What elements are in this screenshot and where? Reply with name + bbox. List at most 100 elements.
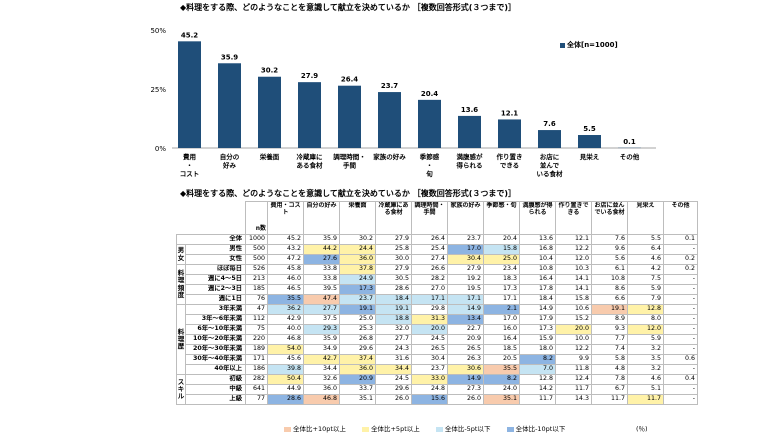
bar — [338, 85, 361, 148]
table-cell: 7.7 — [591, 334, 628, 345]
table-cell: 0.6 — [663, 354, 698, 365]
category-label: 栄養面 — [259, 152, 280, 161]
n-count: 1000 — [245, 234, 268, 245]
table-cell: - — [663, 294, 698, 305]
table-cell: 2.1 — [483, 304, 520, 315]
category-label: いる食材 — [537, 169, 564, 178]
table-row: 30年～40年未満 171 45.6 42.7 37.4 31.6 30.4 26.3 20.5… — [177, 354, 698, 365]
table-title: ◆料理をする際、どのようなことを意識して献立を決めているか ［複数回答形式(３つ… — [180, 189, 517, 198]
table-cell: 24.4 — [339, 244, 376, 255]
table-cell: 7.9 — [627, 294, 664, 305]
table-cell: 44.2 — [303, 244, 340, 255]
row-label: 男性 — [185, 244, 246, 255]
legend-label: 全体[n=1000] — [567, 41, 618, 49]
table-cell: 29.6 — [339, 344, 376, 355]
table-cell: 35.5 — [483, 364, 520, 375]
category-label: 調理時間・ — [333, 152, 366, 161]
table-cell: 18.4 — [519, 294, 556, 305]
table-cell: 27.9 — [375, 234, 412, 245]
table-cell: 42.9 — [267, 314, 304, 325]
table-cell: 25.4 — [411, 244, 448, 255]
table-cell: 20.9 — [447, 334, 484, 345]
table-cell: 45.6 — [267, 354, 304, 365]
data-label: 35.9 — [221, 53, 238, 61]
table-cell: 11.8 — [555, 364, 592, 375]
table-cell: 25.0 — [483, 254, 520, 265]
table-cell: 23.7 — [411, 364, 448, 375]
bar — [538, 130, 561, 148]
table-cell: 3.2 — [627, 364, 664, 375]
table-cell: - — [663, 334, 698, 345]
table-cell: 50.4 — [267, 374, 304, 385]
row-label: ほぼ毎日 — [185, 264, 246, 275]
table-cell: 33.8 — [303, 274, 340, 285]
table-cell: 4.6 — [627, 254, 664, 265]
table-header-row: n数 費用・コスト 自分の好み 栄養面 冷蔵庫にある食材 調理時間・手間 家族の好み 季節感・… — [177, 201, 698, 235]
table-cell: 26.8 — [339, 334, 376, 345]
table-row: 20年～30年未満 189 54.0 34.9 29.6 24.3 26.5 26.5 18.5… — [177, 344, 698, 355]
table-cell: 30.2 — [339, 234, 376, 245]
category-label: できる — [500, 161, 519, 170]
category-label: ・ — [186, 162, 193, 170]
table-cell: 11.7 — [591, 394, 628, 405]
table-cell: - — [663, 304, 698, 315]
row-label: 20年～30年未満 — [185, 344, 246, 355]
table-row: 3年～6年未満 112 42.9 37.5 25.0 18.8 31.3 13.4 17.0 17… — [177, 314, 698, 325]
table-cell: 20.0 — [411, 324, 448, 335]
row-label: 30年～40年未満 — [185, 354, 246, 365]
table-cell: 0.4 — [663, 374, 698, 385]
table-cell: 7.5 — [627, 274, 664, 285]
table-cell: 27.7 — [303, 304, 340, 315]
table-cell: 31.6 — [375, 354, 412, 365]
unit-note: (％) — [636, 425, 648, 433]
table-cell: 25.3 — [339, 324, 376, 335]
bar — [258, 76, 281, 148]
table-cell: - — [663, 344, 698, 355]
table-cell: 30.0 — [375, 254, 412, 265]
table-cell: 28.6 — [267, 394, 304, 405]
data-label: 20.4 — [421, 90, 438, 98]
table-cell: 35.1 — [483, 394, 520, 405]
table-cell: 12.8 — [627, 304, 664, 315]
row-label: 10年～20年未満 — [185, 334, 246, 345]
table-cell: 30.4 — [411, 354, 448, 365]
table-cell: 0.2 — [663, 264, 698, 275]
table-cell: 12.2 — [555, 244, 592, 255]
table-cell: 8.2 — [519, 354, 556, 365]
table-cell: 19.1 — [375, 304, 412, 315]
data-label: 30.2 — [261, 67, 278, 75]
table-cell: 17.8 — [519, 284, 556, 295]
table-cell: 7.0 — [519, 364, 556, 375]
column-header: n数 — [245, 201, 268, 235]
y-tick-label: 50% — [150, 27, 166, 35]
table-cell: 36.0 — [339, 254, 376, 265]
table-cell: 4.6 — [627, 374, 664, 385]
row-label: 全体 — [176, 234, 246, 245]
table-cell: 16.4 — [483, 334, 520, 345]
table-cell: 17.3 — [339, 284, 376, 295]
column-header: 満腹感が得られる — [519, 201, 556, 235]
category-label: 並んで — [540, 161, 560, 170]
table-cell: 24.3 — [375, 344, 412, 355]
table-cell: 4.2 — [627, 264, 664, 275]
table-cell: 36.0 — [339, 364, 376, 375]
table-cell: 32.0 — [375, 324, 412, 335]
table-cell: 15.8 — [555, 294, 592, 305]
table-row: スキル 初級 282 50.4 32.6 20.9 24.5 33.0 14.9 8.2 12.8 1… — [176, 374, 698, 405]
data-label: 7.6 — [543, 120, 556, 128]
table-cell: 47.4 — [303, 294, 340, 305]
table-cell: 17.1 — [411, 294, 448, 305]
table-cell: 23.4 — [483, 264, 520, 275]
category-label: 季節感 — [419, 152, 440, 161]
table-cell: 11.7 — [627, 394, 664, 405]
table-cell: 28.6 — [375, 284, 412, 295]
table-cell: 18.0 — [519, 344, 556, 355]
table-cell: 14.1 — [555, 284, 592, 295]
table-cell: 23.7 — [339, 294, 376, 305]
table-cell: 8.0 — [627, 314, 664, 325]
table-cell: 3.5 — [627, 354, 664, 365]
table-cell: 10.4 — [519, 254, 556, 265]
table-cell: 34.4 — [375, 364, 412, 375]
row-group-label: 料理頻度 — [176, 264, 186, 305]
row-label: 週に4～5日 — [185, 274, 246, 285]
